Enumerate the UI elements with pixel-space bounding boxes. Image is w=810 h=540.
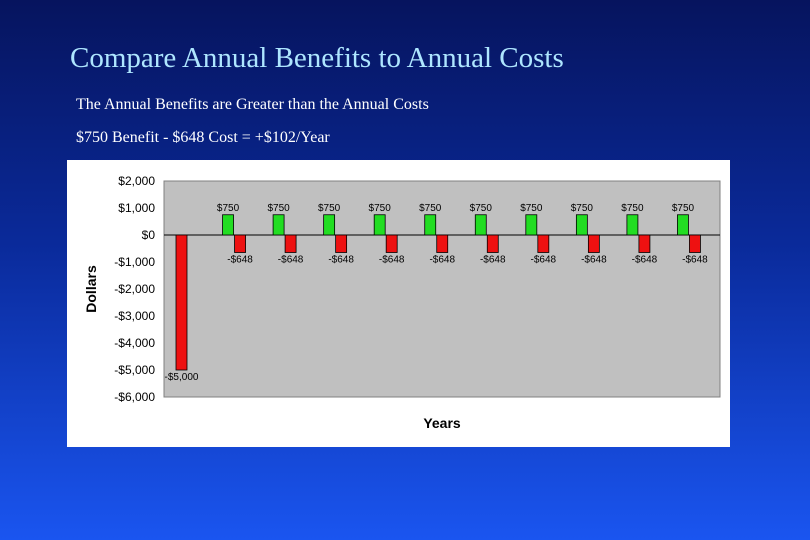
benefit-data-label: $750 — [217, 203, 240, 214]
cost-data-label: -$648 — [531, 254, 557, 265]
cost-bar — [335, 234, 348, 253]
y-tick-label: -$4,000 — [114, 336, 155, 350]
cost-data-label: -$648 — [379, 254, 405, 265]
benefit-bar — [474, 214, 487, 236]
cost-data-label: -$648 — [429, 254, 455, 265]
cost-data-label: -$648 — [328, 254, 354, 265]
cost-bar — [234, 234, 246, 253]
cost-data-label: -$5,000 — [165, 372, 199, 383]
y-tick-label: -$6,000 — [114, 390, 155, 404]
bar-chart: $2,000 $1,000 $0 -$1,000 -$2,000 -$3,000 -$4,0… — [83, 174, 721, 431]
benefit-data-label: $750 — [672, 203, 695, 214]
y-tick-label: $1,000 — [118, 201, 155, 215]
cost-data-label: -$648 — [278, 254, 304, 265]
benefit-data-label: $750 — [621, 203, 644, 214]
benefit-data-label: $750 — [571, 203, 594, 214]
benefit-bar — [677, 214, 689, 236]
slide-title: Compare Annual Benefits to Annual Costs — [70, 42, 564, 74]
cost-bar — [486, 234, 499, 253]
subtitle-comparison: The Annual Benefits are Greater than the… — [76, 96, 429, 113]
cost-bar — [385, 234, 398, 253]
cost-bar — [689, 234, 701, 253]
benefit-bar — [575, 214, 588, 236]
subtitle-calculation: $750 Benefit - $648 Cost = +$102/Year — [76, 129, 330, 146]
cost-bar — [175, 234, 188, 371]
y-axis-title: Dollars — [83, 265, 99, 313]
benefit-data-label: $750 — [369, 203, 392, 214]
y-tick-label: -$5,000 — [114, 363, 155, 377]
cost-data-label: -$648 — [682, 254, 708, 265]
benefit-bar — [424, 214, 437, 236]
benefit-bar — [222, 214, 234, 236]
chart-panel: $2,000 $1,000 $0 -$1,000 -$2,000 -$3,000 -$4,0… — [67, 160, 730, 447]
benefit-bar — [626, 214, 639, 236]
y-tick-label: $2,000 — [118, 174, 155, 188]
cost-bar — [537, 234, 550, 253]
benefit-bar — [525, 214, 538, 236]
benefit-data-label: $750 — [470, 203, 493, 214]
cost-data-label: -$648 — [581, 254, 607, 265]
cost-bar — [638, 234, 651, 253]
benefit-bar — [323, 214, 336, 236]
cost-data-label: -$648 — [632, 254, 658, 265]
cost-bar — [587, 234, 600, 253]
benefit-bar — [272, 214, 285, 236]
y-tick-label: $0 — [142, 228, 156, 242]
y-tick-label: -$2,000 — [114, 282, 155, 296]
x-axis-title: Years — [423, 415, 461, 431]
benefit-data-label: $750 — [267, 203, 290, 214]
benefit-data-label: $750 — [520, 203, 543, 214]
cost-data-label: -$648 — [480, 254, 506, 265]
benefit-bar — [373, 214, 386, 236]
cost-bar — [284, 234, 297, 253]
y-tick-label: -$1,000 — [114, 255, 155, 269]
benefit-data-label: $750 — [419, 203, 442, 214]
y-tick-label: -$3,000 — [114, 309, 155, 323]
cost-bar — [436, 234, 449, 253]
benefit-data-label: $750 — [318, 203, 341, 214]
cost-data-label: -$648 — [227, 254, 253, 265]
